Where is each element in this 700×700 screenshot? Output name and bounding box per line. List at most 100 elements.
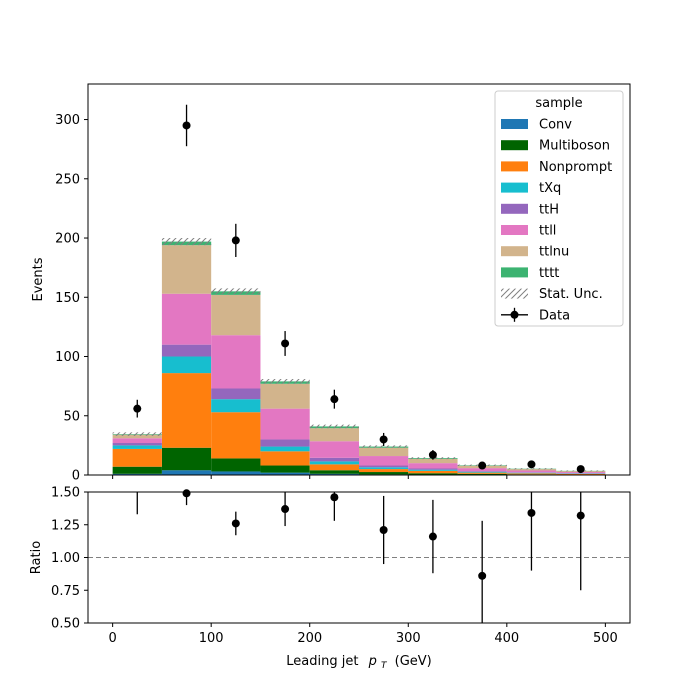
y-tick-label-100: 100	[55, 350, 80, 365]
bar-ttlnu-bin-2	[211, 294, 261, 336]
bar-tth-bin-0	[112, 443, 162, 446]
ratio-y-tick-label-1.50: 1.50	[51, 486, 80, 501]
bar-multiboson-bin-1	[161, 447, 212, 471]
stat-unc-band-bin-0	[112, 432, 162, 436]
x-tick-label-200: 200	[297, 631, 322, 646]
data-point-2	[231, 236, 240, 245]
y-tick-label-250: 250	[55, 172, 80, 187]
stat-unc-band-bin-1	[161, 238, 212, 246]
legend-swatch-tth	[501, 203, 528, 214]
data-point-3	[281, 339, 290, 348]
ratio-point-5	[379, 525, 388, 534]
bar-conv-bin-4	[309, 473, 359, 475]
legend-swatch-stat-unc-	[501, 288, 528, 299]
bar-txq-bin-4	[309, 461, 359, 465]
data-point-1	[182, 121, 191, 130]
stacked-bars	[112, 241, 606, 475]
bar-ttlnu-bin-1	[161, 245, 212, 294]
ratio-y-axis-label: Ratio	[29, 541, 44, 574]
bar-ttll-bin-2	[211, 335, 261, 389]
ratio-panel: 0.50 0.75 1.00 1.25 1.50 0 100 200 300 400 500 Ra…	[29, 486, 631, 672]
ratio-point-9	[576, 511, 585, 520]
main-y-ticks: 0 50 100 150 200 250 300	[55, 113, 88, 484]
y-tick-label-0: 0	[72, 469, 80, 484]
legend-items: Conv Multiboson Nonprompt tXq ttH ttll ttlnu tt…	[501, 118, 612, 323]
ratio-y-tick-label-1.00: 1.00	[51, 551, 80, 566]
stat-unc-band-bin-8	[506, 468, 557, 470]
legend-label-conv: Conv	[539, 118, 572, 133]
data-point-5	[379, 435, 388, 444]
bar-tth-bin-7	[457, 471, 507, 472]
y-tick-label-200: 200	[55, 232, 80, 247]
bar-txq-bin-7	[457, 471, 507, 473]
bar-tth-bin-2	[211, 388, 261, 400]
bar-nonprompt-bin-8	[506, 473, 557, 475]
legend-label-multiboson: Multiboson	[539, 139, 610, 154]
bar-multiboson-bin-0	[112, 466, 162, 474]
legend-data-marker	[510, 310, 519, 319]
bar-ttll-bin-3	[260, 408, 310, 440]
data-point-7	[478, 461, 487, 470]
main-x-ticks	[112, 475, 606, 479]
stat-unc-band-bin-2	[211, 288, 261, 295]
ratio-y-ticks: 0.50 0.75 1.00 1.25 1.50	[51, 486, 88, 632]
ratio-point-6	[428, 532, 437, 541]
ratio-y-tick-label-0.75: 0.75	[51, 584, 80, 599]
bar-conv-bin-3	[260, 472, 310, 475]
bar-txq-bin-0	[112, 445, 162, 449]
bar-ttll-bin-4	[309, 441, 359, 458]
bar-multiboson-bin-2	[211, 458, 261, 472]
data-point-6	[428, 450, 437, 459]
bar-ttll-bin-5	[359, 456, 409, 466]
legend-title: sample	[535, 96, 582, 111]
bar-ttlnu-bin-0	[112, 434, 162, 439]
bar-ttlnu-bin-3	[260, 383, 310, 409]
stat-unc-band-bin-5	[359, 445, 409, 448]
ratio-y-tick-label-1.25: 1.25	[51, 518, 80, 533]
bar-nonprompt-bin-0	[112, 448, 162, 467]
bar-tth-bin-5	[359, 465, 409, 468]
bar-ttll-bin-6	[408, 463, 458, 469]
x-axis-label-math: p	[368, 654, 377, 669]
bar-ttlnu-bin-4	[309, 428, 359, 442]
bar-nonprompt-bin-3	[260, 451, 310, 466]
bar-ttlnu-bin-6	[408, 459, 458, 464]
legend-label-txq: tXq	[539, 181, 561, 196]
data-point-0	[133, 404, 142, 413]
x-tick-label-0: 0	[108, 631, 116, 646]
main-y-axis-label: Events	[31, 257, 46, 301]
bar-nonprompt-bin-9	[556, 473, 606, 475]
bar-multiboson-bin-6	[408, 473, 458, 475]
bar-txq-bin-8	[506, 472, 557, 474]
bar-txq-bin-6	[408, 469, 458, 471]
x-axis-label: Leading jet p T (GeV)	[286, 654, 431, 672]
legend-swatch-multiboson	[501, 140, 528, 151]
y-tick-label-300: 300	[55, 113, 80, 128]
bar-ttll-bin-7	[457, 468, 507, 472]
y-tick-label-50: 50	[63, 409, 80, 424]
legend-swatch-nonprompt	[501, 161, 528, 172]
bar-ttlnu-bin-5	[359, 447, 409, 457]
legend-swatch-conv	[501, 119, 528, 129]
ratio-point-7	[478, 571, 487, 580]
legend-swatch-ttlnu	[501, 246, 528, 257]
stat-unc-band-bin-3	[260, 379, 310, 384]
bar-tth-bin-1	[161, 344, 212, 357]
bar-tth-bin-3	[260, 439, 310, 447]
ratio-point-8	[527, 508, 536, 517]
legend-swatch-ttll	[501, 225, 528, 235]
ratio-point-3	[281, 505, 290, 514]
data-points	[133, 104, 585, 474]
bar-ttll-bin-0	[112, 438, 162, 444]
x-tick-label-100: 100	[199, 631, 224, 646]
bar-txq-bin-5	[359, 467, 409, 470]
bar-nonprompt-bin-6	[408, 470, 458, 474]
bar-tth-bin-4	[309, 457, 359, 462]
main-panel: 0 50 100 150 200 250 300 Events	[31, 83, 631, 484]
x-tick-label-400: 400	[494, 631, 519, 646]
ratio-points	[136, 489, 585, 623]
data-point-4	[330, 395, 339, 404]
bar-ttlnu-bin-8	[506, 469, 557, 471]
data-point-8	[527, 460, 536, 469]
